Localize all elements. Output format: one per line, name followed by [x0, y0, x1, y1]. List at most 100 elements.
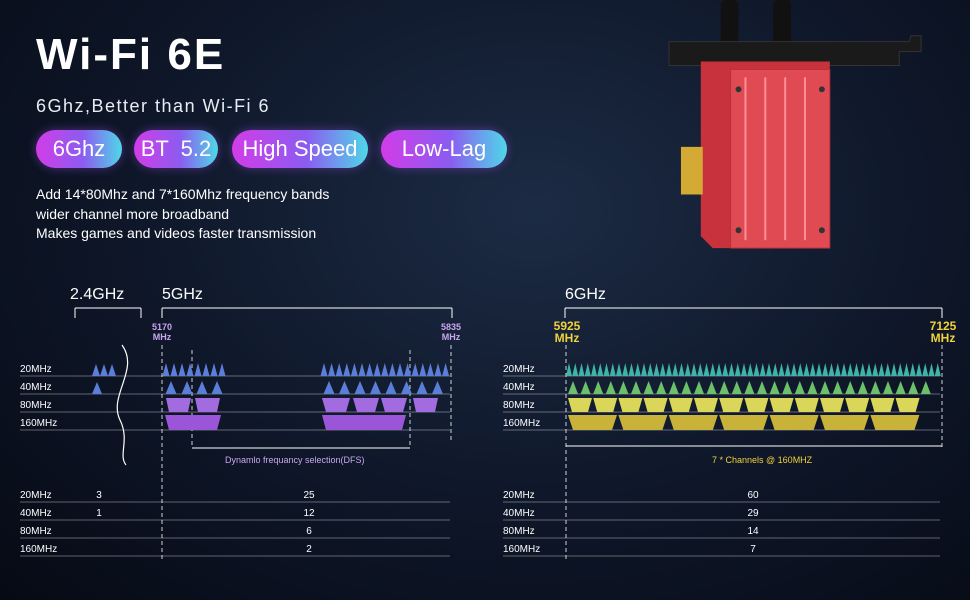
channel-6-80mhz — [668, 398, 693, 412]
channel-6-20mhz — [759, 363, 766, 376]
channel-6-20mhz — [809, 363, 816, 376]
pill-6ghz: 6Ghz — [36, 130, 122, 168]
row-label-80mhz: 80MHz — [503, 400, 535, 411]
channel-6-20mhz — [891, 363, 897, 376]
channel-6-20mhz — [622, 363, 629, 376]
channel-24-20mhz — [100, 364, 108, 376]
pill-low-lag: Low-Lag — [381, 130, 507, 168]
channel-6-20mhz — [678, 363, 685, 376]
page-title: Wi-Fi 6E — [36, 30, 226, 79]
channel-5-20mhz — [419, 363, 427, 376]
channel-6-80mhz — [820, 398, 844, 412]
channel-6-20mhz — [822, 363, 829, 376]
channel-5-20mhz — [178, 363, 186, 376]
channel-5-20mhz — [170, 363, 178, 376]
channel-5-20mhz — [343, 363, 351, 376]
table-label-20mhz: 20MHz — [20, 490, 52, 501]
channel-5-40mhz — [370, 381, 381, 394]
channel-5-160mhz — [165, 415, 221, 430]
freq-5170: 5170 MHz — [151, 322, 173, 342]
band-separator — [116, 344, 129, 466]
row-label-20mhz: 20MHz — [503, 364, 535, 375]
row-label-160mhz: 160MHz — [20, 418, 58, 429]
channel-6-80mhz — [618, 398, 643, 412]
channel-24-20mhz — [92, 364, 100, 376]
channel-5-20mhz — [426, 363, 434, 376]
table-label-160mhz: 160MHz — [503, 544, 541, 555]
channel-5-20mhz — [381, 363, 389, 376]
channel-5-80mhz — [322, 398, 350, 412]
channel-6-20mhz — [841, 363, 847, 376]
row-label-80mhz: 80MHz — [20, 400, 52, 411]
channel-6-40mhz — [744, 381, 755, 394]
channel-6-80mhz — [870, 398, 895, 412]
channel-6-80mhz — [744, 398, 769, 412]
channel-6-20mhz — [784, 363, 791, 376]
channel-6-20mhz — [753, 363, 760, 376]
channel-6-40mhz — [870, 381, 881, 394]
channel-6-20mhz — [691, 363, 697, 376]
channel-6-20mhz — [916, 363, 922, 376]
channel-6-20mhz — [922, 363, 929, 376]
channel-5-40mhz — [416, 381, 428, 394]
channel-6-20mhz — [734, 363, 741, 376]
band-label-6ghz: 6GHz — [565, 286, 606, 303]
channel-6-40mhz — [794, 381, 805, 394]
channel-6-80mhz — [794, 398, 819, 412]
channel-6-80mhz — [643, 398, 668, 412]
channel-5-20mhz — [194, 363, 202, 376]
channels-160-note: 7 * Channels @ 160MHZ — [712, 455, 813, 465]
dfs-note: Dynamlo frequancy selection(DFS) — [225, 455, 365, 465]
channel-6-20mhz — [703, 363, 710, 376]
row-label-40mhz: 40MHz — [503, 382, 535, 393]
channel-6-20mhz — [816, 363, 822, 376]
channel-6-20mhz — [853, 363, 860, 376]
channel-6-20mhz — [722, 363, 729, 376]
channel-6-20mhz — [634, 363, 641, 376]
channel-6-80mhz — [593, 398, 618, 412]
channel-6-20mhz — [847, 363, 854, 376]
channel-6-40mhz — [920, 381, 931, 394]
channel-5-20mhz — [442, 363, 450, 376]
channel-5-40mhz — [181, 381, 193, 394]
channel-6-20mhz — [859, 363, 866, 376]
channel-6-20mhz — [797, 363, 804, 376]
table-label-160mhz: 160MHz — [20, 544, 58, 555]
channel-6-40mhz — [618, 381, 629, 394]
channel-5-80mhz — [166, 398, 191, 412]
channel-6-20mhz — [697, 363, 704, 376]
row-label-160mhz: 160MHz — [503, 418, 541, 429]
channel-6-40mhz — [668, 381, 679, 394]
channel-5-40mhz — [196, 381, 208, 394]
channel-6-20mhz — [828, 363, 835, 376]
count-5-160mhz: 2 — [306, 544, 312, 555]
channel-6-20mhz — [747, 363, 754, 376]
channel-6-20mhz — [716, 363, 722, 376]
channel-5-40mhz — [401, 381, 412, 394]
channel-6-40mhz — [820, 381, 830, 394]
channel-5-20mhz — [335, 363, 343, 376]
channel-6-20mhz — [584, 363, 591, 376]
table-label-40mhz: 40MHz — [20, 508, 52, 519]
channel-6-20mhz — [709, 363, 716, 376]
wifi-pcie-card-icon — [668, 0, 922, 249]
channel-6-40mhz — [782, 381, 793, 394]
channel-6-40mhz — [807, 381, 818, 394]
channel-5-40mhz — [323, 381, 335, 394]
channel-6-20mhz — [897, 363, 904, 376]
channel-6-40mhz — [568, 381, 578, 394]
channel-5-20mhz — [358, 363, 366, 376]
channel-5-20mhz — [411, 363, 419, 376]
channel-6-20mhz — [603, 363, 610, 376]
channel-6-40mhz — [631, 381, 641, 394]
channel-5-80mhz — [353, 398, 379, 412]
channel-6-40mhz — [908, 381, 919, 394]
channel-6-20mhz — [903, 363, 910, 376]
channel-6-20mhz — [591, 363, 597, 376]
channel-5-40mhz — [211, 381, 223, 394]
channel-6-20mhz — [684, 363, 691, 376]
channel-5-80mhz — [413, 398, 438, 412]
table-label-80mhz: 80MHz — [503, 526, 535, 537]
channel-5-40mhz — [432, 381, 443, 394]
